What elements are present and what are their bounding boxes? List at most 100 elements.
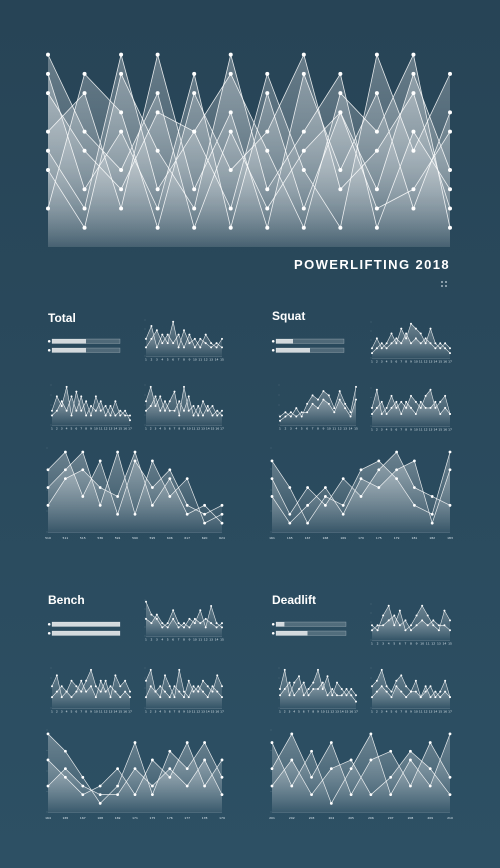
bench-small-b-point-0-1 xyxy=(55,674,58,677)
bench-large-point-1-0 xyxy=(46,758,50,762)
squat-small-a-point-1-9 xyxy=(327,402,330,405)
squat-small-b-point-1-1 xyxy=(375,347,378,350)
total-small-a-point-1-14 xyxy=(119,409,122,412)
bench-small-c-point-1-2 xyxy=(154,690,157,693)
deadlift-large-tick-label: 201 xyxy=(269,816,275,820)
deadlift-small-b-point-0-12 xyxy=(336,681,338,684)
hero-point-4-7 xyxy=(301,52,306,57)
squat-small-b-tick-label: 17 xyxy=(448,360,452,364)
squat-large-point-1-9 xyxy=(430,495,434,498)
total-large-point-2-10 xyxy=(220,521,224,525)
total-small-b-point-1-9 xyxy=(193,346,196,349)
squat-small-a-point-0-7 xyxy=(317,398,319,401)
total-large-series-2-area xyxy=(48,452,222,532)
squat-small-c-tick-label: 3 xyxy=(381,428,383,432)
total-large-tick-label: 536 xyxy=(97,536,103,540)
total-small-b-point-1-12 xyxy=(210,346,213,349)
deadlift-small-a-tick-label: 2 xyxy=(377,642,379,646)
total-bar-fill-1 xyxy=(52,348,86,353)
bench-small-b-tick-label: 13 xyxy=(109,710,113,714)
total-large-point-1-2 xyxy=(81,450,85,454)
deadlift-small-c-point-1-6 xyxy=(400,690,403,693)
squat-small-b-tick-label: 4 xyxy=(386,360,388,364)
total-small-a-point-0-5 xyxy=(75,390,78,393)
hero-point-5-11 xyxy=(448,129,452,134)
total-small-b-tick-label: 9 xyxy=(188,358,190,362)
bench-small-b-tick-label: 5 xyxy=(71,710,73,714)
deadlift-small-c-point-1-4 xyxy=(390,696,393,699)
bench-small-a-point-1-6 xyxy=(177,626,180,629)
hero-point-1-3 xyxy=(155,52,160,57)
total-large-tick-label: 620 xyxy=(202,536,208,540)
total-small-c-point-0-14 xyxy=(211,404,214,407)
deadlift-large-tick-label: 205 xyxy=(348,816,354,820)
hero-point-5-3 xyxy=(155,91,160,96)
deadlift-small-c-point-1-12 xyxy=(429,696,432,699)
total-small-c-point-0-0 xyxy=(145,400,147,403)
bench-bar-fill-1 xyxy=(52,631,120,636)
deadlift-large-point-2-7 xyxy=(409,749,412,753)
deadlift-small-a-tick-label: 13 xyxy=(437,642,441,646)
total-large-chart: 510 511 515 536 591 590 595 606 617 620 624 xyxy=(45,447,225,540)
bench-small-a-point-1-2 xyxy=(155,613,158,616)
squat-small-a-point-1-12 xyxy=(344,407,347,410)
deadlift-small-a-tick-label: 14 xyxy=(443,642,447,646)
deadlift-small-c-point-0-7 xyxy=(405,685,408,688)
bench-small-b-tick-label: 17 xyxy=(128,710,132,714)
total-small-b-point-0-0 xyxy=(145,337,147,340)
bench-small-c-point-1-15 xyxy=(216,690,219,693)
squat-small-b-point-1-10 xyxy=(419,342,422,345)
total-large-point-2-1 xyxy=(64,477,67,481)
bench-large-tick-label: 165 xyxy=(63,816,69,820)
section-title-squat: Squat xyxy=(272,309,305,323)
squat-small-c-tick-label: 11 xyxy=(419,428,423,432)
bench-small-c-series-1-area xyxy=(146,680,222,708)
squat-small-b-point-1-0 xyxy=(371,352,373,355)
deadlift-small-a-point-0-2 xyxy=(382,614,385,617)
total-small-a-chart: 1 2 3 4 5 6 7 8 9 10 11 12 13 14 15 16 17 xyxy=(50,384,132,431)
deadlift-bar-track-0 xyxy=(275,621,347,627)
total-small-c-point-0-10 xyxy=(192,404,195,407)
total-small-a-tick-label: 10 xyxy=(94,427,98,431)
squat-small-c-tick-label: 17 xyxy=(448,428,452,432)
squat-small-b-point-0-16 xyxy=(449,347,451,350)
squat-large-point-1-4 xyxy=(341,477,345,481)
total-small-b-point-1-10 xyxy=(199,337,202,340)
total-bar-fill-0 xyxy=(52,339,86,344)
squat-large-tick-label: 168 xyxy=(323,536,329,540)
total-small-a-point-0-7 xyxy=(85,400,88,403)
deadlift-small-a-point-0-14 xyxy=(449,619,451,622)
total-small-a-point-1-10 xyxy=(99,400,102,403)
bench-small-c-point-1-8 xyxy=(183,696,185,699)
deadlift-small-c-tick-label: 7 xyxy=(400,710,402,714)
total-large-point-2-0 xyxy=(46,503,50,507)
squat-small-a-point-1-8 xyxy=(322,398,325,401)
total-large-tick-label: 624 xyxy=(219,536,225,540)
squat-small-c-point-0-9 xyxy=(414,400,417,403)
bench-large-point-1-10 xyxy=(220,758,224,762)
bench-small-b-series-1-area xyxy=(52,680,130,708)
hero-point-6-1 xyxy=(82,206,87,211)
section-title-total: Total xyxy=(48,311,76,325)
squat-small-a-point-1-4 xyxy=(300,411,303,414)
bench-small-b-point-1-7 xyxy=(85,690,88,693)
squat-small-c-tick-label: 10 xyxy=(414,428,418,432)
hero-point-5-7 xyxy=(301,148,306,153)
bench-large-point-2-8 xyxy=(185,784,189,788)
total-large-tick-label: 515 xyxy=(80,536,86,540)
deadlift-large-point-2-8 xyxy=(428,767,432,771)
deadlift-large-point-1-1 xyxy=(290,732,294,736)
squat-small-c-point-1-11 xyxy=(424,406,427,409)
hero-point-6-3 xyxy=(155,187,160,192)
deadlift-small-b-point-1-5 xyxy=(302,681,305,684)
total-large-point-1-10 xyxy=(220,512,224,516)
squat-small-a-point-1-11 xyxy=(338,398,341,401)
squat-small-c-point-1-12 xyxy=(429,406,432,409)
deadlift-small-b-tick-label: 4 xyxy=(293,710,295,714)
bench-small-b-point-1-4 xyxy=(70,696,73,699)
squat-large-series-2-area xyxy=(272,460,450,532)
total-small-c-tick-label: 4 xyxy=(159,427,161,431)
total-small-b-tick-label: 14 xyxy=(215,358,219,362)
squat-small-a-tick-label: 10 xyxy=(327,427,331,431)
deadlift-small-c-chart: 1 2 3 4 5 6 7 8 9 10 11 12 13 14 15 16 17 xyxy=(370,667,452,714)
